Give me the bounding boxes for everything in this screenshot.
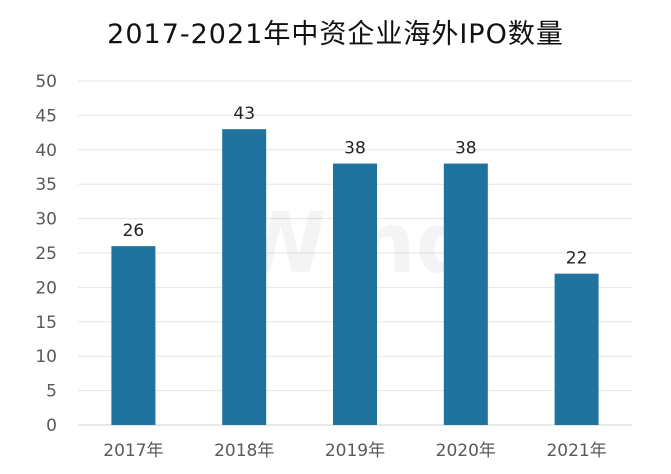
data-label: 22 <box>566 249 588 269</box>
y-tick-label: 5 <box>46 382 57 402</box>
data-label: 38 <box>344 139 366 159</box>
data-labels: 26 43 38 38 22 <box>123 104 588 268</box>
x-tick-label: 2021年 <box>546 441 606 461</box>
chart-title: 2017-2021年中资企业海外IPO数量 <box>107 19 564 50</box>
bar-2021年 <box>554 273 599 425</box>
y-tick-label: 45 <box>35 106 57 126</box>
y-axis: 0 5 10 15 20 25 30 35 40 45 50 <box>35 72 57 436</box>
bar-2017年 <box>111 246 156 425</box>
y-tick-label: 25 <box>35 244 57 264</box>
x-tick-label: 2020年 <box>436 441 496 461</box>
x-tick-label: 2018年 <box>214 441 274 461</box>
y-tick-label: 10 <box>35 347 57 367</box>
data-label: 43 <box>233 104 255 124</box>
x-tick-label: 2017年 <box>103 441 163 461</box>
y-tick-label: 20 <box>35 278 57 298</box>
bar-2020年 <box>443 163 488 425</box>
x-tick-label: 2019年 <box>325 441 385 461</box>
x-axis: 2017年 2018年 2019年 2020年 2021年 <box>103 441 606 461</box>
y-tick-label: 35 <box>35 175 57 195</box>
y-tick-label: 0 <box>46 416 57 436</box>
y-tick-label: 15 <box>35 313 57 333</box>
y-tick-label: 30 <box>35 210 57 230</box>
y-tick-label: 40 <box>35 141 57 161</box>
bar-2018年 <box>222 129 267 425</box>
bar-2019年 <box>333 163 377 425</box>
y-tick-label: 50 <box>35 72 57 92</box>
data-label: 38 <box>455 139 477 159</box>
data-label: 26 <box>123 221 145 241</box>
bars <box>111 129 599 425</box>
